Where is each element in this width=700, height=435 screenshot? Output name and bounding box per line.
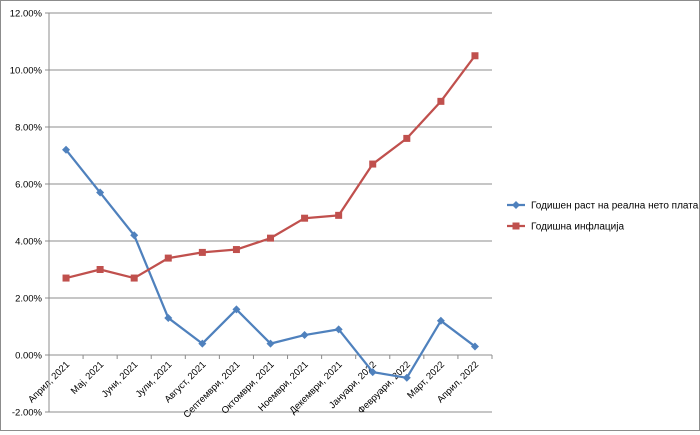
data-point	[266, 339, 275, 348]
y-tick-label: 8.00%	[15, 123, 42, 134]
data-point	[62, 274, 70, 282]
legend-label: Годишна инфлација	[531, 221, 624, 233]
axes	[45, 12, 493, 413]
data-point	[402, 373, 411, 382]
series-layer	[62, 52, 479, 382]
y-tick-label: 10.00%	[10, 66, 43, 77]
data-point	[334, 325, 343, 334]
y-tick-label: -2.00%	[12, 408, 43, 419]
data-point	[335, 211, 343, 219]
y-tick-label: 4.00%	[15, 237, 42, 248]
data-point	[368, 368, 377, 377]
data-point	[130, 274, 138, 282]
data-point	[232, 305, 241, 314]
data-point	[470, 342, 479, 351]
data-point	[301, 214, 309, 222]
y-tick-label: 12.00%	[10, 9, 43, 20]
y-axis-ticks: -2.00% 0.00% 2.00% 4.00% 6.00% 8.00% 10.00% 12.…	[10, 9, 43, 419]
legend-label: Годишен раст на реална нето плата	[531, 201, 699, 212]
data-point	[403, 134, 411, 142]
data-point	[198, 248, 206, 256]
y-tick-label: 0.00%	[15, 351, 42, 362]
data-point	[96, 266, 104, 273]
legend: Годишен раст на реална нето плата Годишна…	[507, 201, 699, 233]
data-point	[96, 188, 105, 197]
series-line	[65, 55, 476, 280]
y-tick-label: 2.00%	[15, 294, 42, 305]
data-point	[130, 231, 139, 240]
data-point	[437, 97, 445, 105]
data-point	[232, 246, 240, 254]
legend-marker	[512, 222, 520, 230]
data-point	[164, 313, 173, 322]
data-point	[198, 339, 207, 348]
data-point	[471, 52, 479, 60]
legend-marker	[512, 201, 520, 209]
data-point	[267, 234, 274, 242]
data-point	[436, 316, 445, 325]
data-point	[164, 254, 172, 262]
data-point	[369, 160, 377, 168]
data-point	[62, 145, 71, 154]
y-tick-label: 6.00%	[15, 180, 42, 191]
data-point	[300, 331, 309, 340]
